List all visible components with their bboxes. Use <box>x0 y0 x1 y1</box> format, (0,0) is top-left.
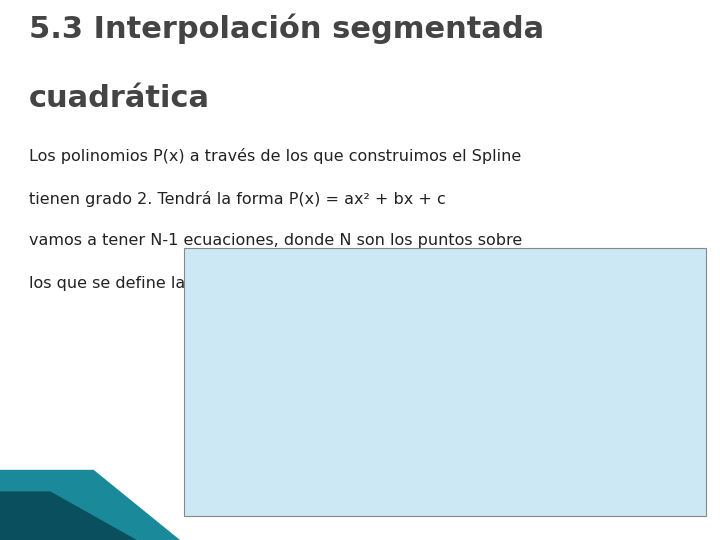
Text: $j(x_1)$: $j(x_1)$ <box>377 374 402 400</box>
Text: 5.3 Interpolación segmentada: 5.3 Interpolación segmentada <box>29 14 544 44</box>
Text: Intervalo 3: Intervalo 3 <box>540 450 593 460</box>
Text: $x_0$: $x_0$ <box>243 481 256 492</box>
Text: $a_3x^2 + b_3x + c_3$: $a_3x^2 + b_3x + c_3$ <box>549 277 627 336</box>
Text: vamos a tener N-1 ecuaciones, donde N son los puntos sobre: vamos a tener N-1 ecuaciones, donde N so… <box>29 233 522 248</box>
Point <box>501 424 513 433</box>
Point <box>377 400 388 408</box>
Point <box>244 443 256 452</box>
Text: $x_1$: $x_1$ <box>376 481 389 492</box>
Text: $f(x_i)$: $f(x_i)$ <box>207 266 230 279</box>
Text: $x_3$: $x_3$ <box>618 481 631 492</box>
Text: i = 0: i = 0 <box>237 493 262 503</box>
Text: i = 2: i = 2 <box>495 493 520 503</box>
Text: $x_2$: $x_2$ <box>500 481 513 492</box>
Polygon shape <box>0 470 180 540</box>
Text: tienen grado 2. Tendrá la forma P(x) = ax² + bx + c: tienen grado 2. Tendrá la forma P(x) = a… <box>29 191 446 207</box>
Text: x: x <box>680 468 687 477</box>
Point <box>619 287 631 296</box>
FancyBboxPatch shape <box>184 248 706 516</box>
Text: i = 1: i = 1 <box>369 493 395 503</box>
Text: Los polinomios P(x) a través de los que construimos el Spline: Los polinomios P(x) a través de los que … <box>29 148 521 165</box>
Text: Intervalo 2: Intervalo 2 <box>418 450 471 460</box>
Text: $a_2x^2 + b_2x + c_2$: $a_2x^2 + b_2x + c_2$ <box>420 349 498 413</box>
Text: $a_1x^2 + b_1x + c_1$: $a_1x^2 + b_1x + c_1$ <box>269 362 347 415</box>
Text: Intervalo 1: Intervalo 1 <box>289 450 342 460</box>
Text: cuadrática: cuadrática <box>29 84 210 113</box>
Text: los que se define la función.: los que se define la función. <box>29 275 255 291</box>
Text: $f(x_2)$: $f(x_2)$ <box>511 422 564 436</box>
Text: x: x <box>666 481 672 491</box>
Text: i = 3: i = 3 <box>613 493 637 503</box>
Text: $f(x_3)$: $f(x_3)$ <box>628 294 660 314</box>
Polygon shape <box>0 491 137 540</box>
Text: $j(x_0)$: $j(x_0)$ <box>191 435 246 449</box>
